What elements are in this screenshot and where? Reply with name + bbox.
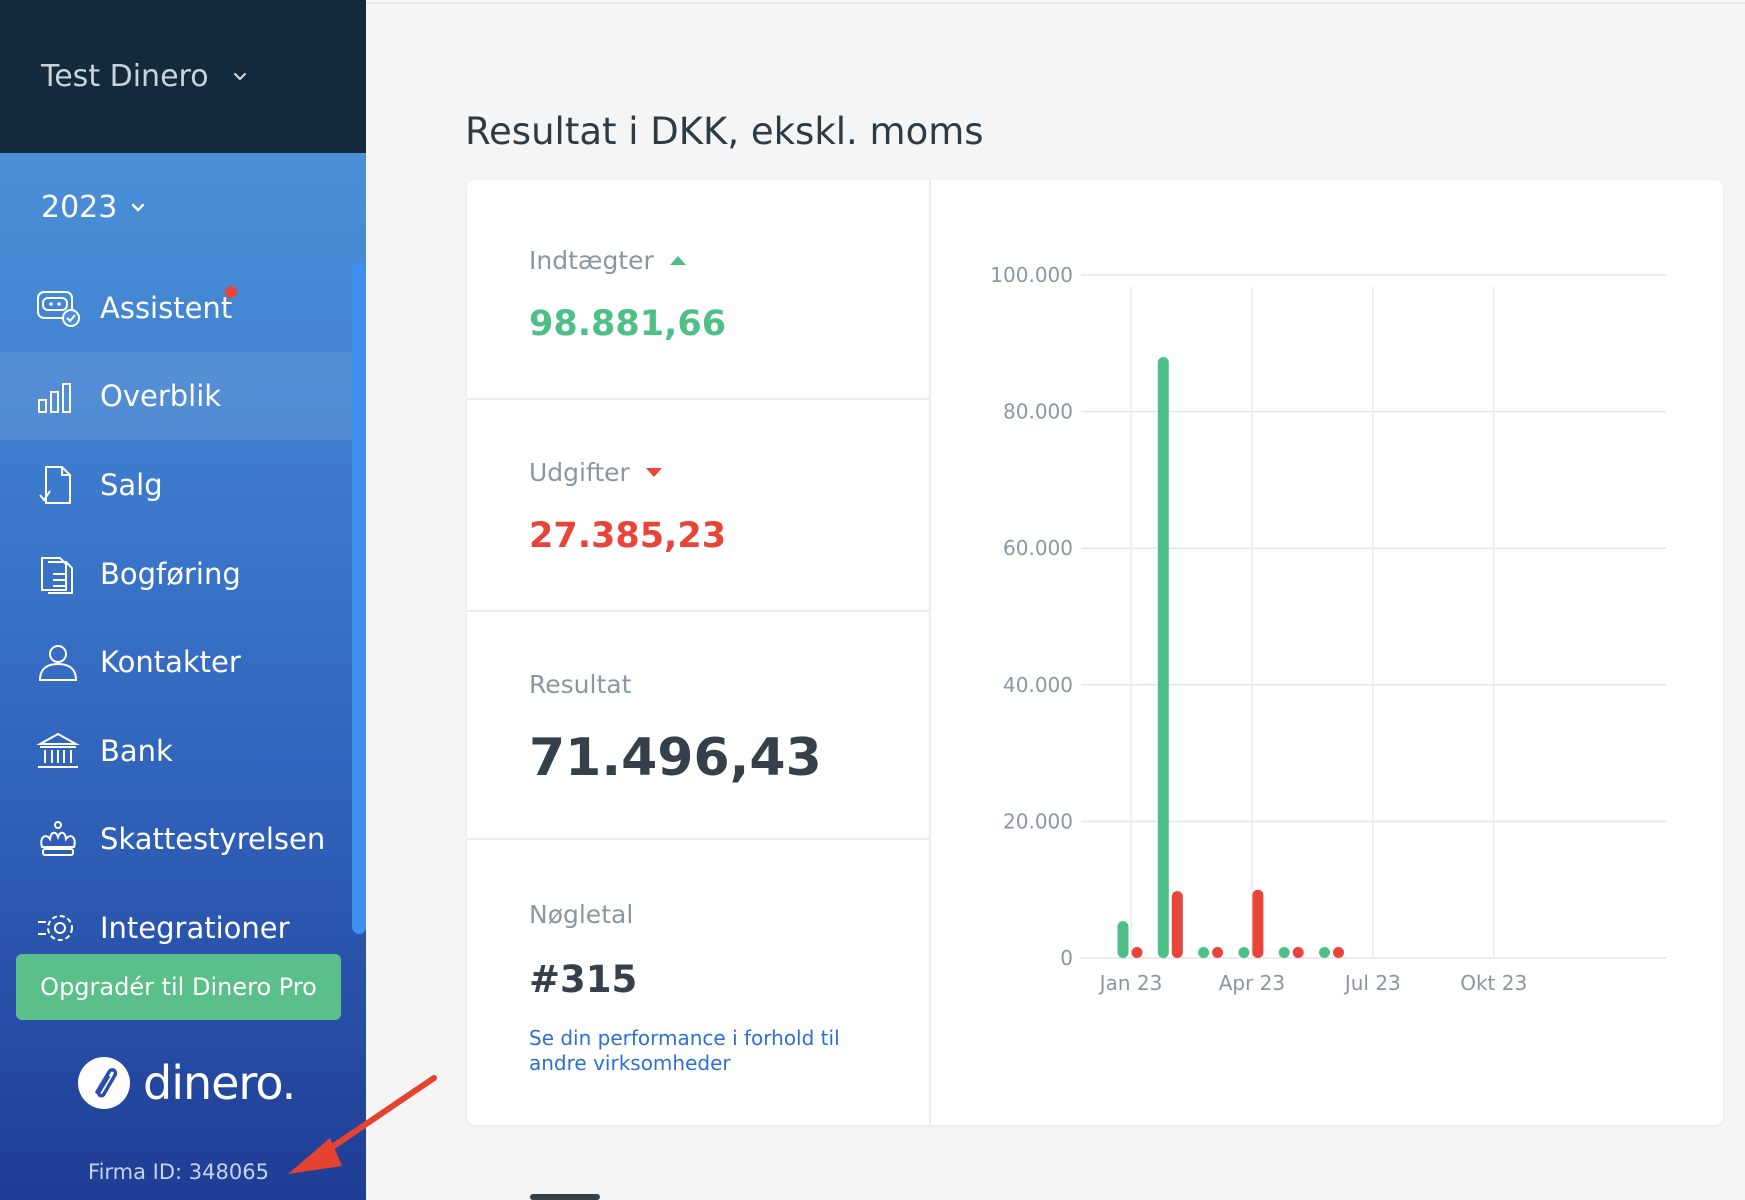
assistant-chat-icon <box>36 288 80 328</box>
kpi-value: #315 <box>529 958 638 1001</box>
sidebar-scrollbar[interactable] <box>352 262 366 934</box>
sidebar-item-overblik[interactable]: Overblik <box>0 352 352 440</box>
sidebar-item-label: Kontakter <box>100 645 241 679</box>
sidebar-item-salg[interactable]: Salg <box>0 441 352 529</box>
expenses-bar <box>1333 947 1344 958</box>
y-tick-label: 0 <box>1060 946 1073 970</box>
person-icon <box>36 642 80 682</box>
sidebar-item-skattestyrelsen[interactable]: Skattestyrelsen <box>0 795 352 883</box>
kpi-label: Nøgletal <box>529 900 634 929</box>
sidebar-item-label: Bank <box>100 734 173 768</box>
sidebar: Test Dinero 2023 Assistent Overblik Salg… <box>0 0 366 1200</box>
stat-divider <box>467 610 929 612</box>
page-title: Resultat i DKK, ekskl. moms <box>465 110 984 153</box>
sidebar-item-integrationer[interactable]: Integrationer <box>0 884 352 972</box>
result-card: Indtægter 98.881,66 Udgifter 27.385,23 R… <box>467 180 1723 1125</box>
chevron-down-icon <box>132 203 145 212</box>
expenses-bar <box>1171 891 1183 958</box>
upgrade-button[interactable]: Opgradér til Dinero Pro <box>16 954 341 1020</box>
sidebar-item-bank[interactable]: Bank <box>0 707 352 795</box>
expenses-bar <box>1212 947 1224 958</box>
dinero-logo-icon <box>78 1057 130 1109</box>
organization-name: Test Dinero <box>41 59 209 94</box>
result-value: 71.496,43 <box>529 728 822 788</box>
income-value: 98.881,66 <box>529 304 727 344</box>
sidebar-item-label: Bogføring <box>100 557 241 591</box>
arrow-down-icon <box>645 468 662 477</box>
dinero-logo: dinero. <box>77 1056 296 1110</box>
stat-divider <box>467 398 929 400</box>
income-label-row: Indtægter <box>529 246 686 275</box>
x-tick-label: Okt 23 <box>1460 971 1527 995</box>
organization-switcher[interactable]: Test Dinero <box>0 0 366 153</box>
income-bar <box>1157 356 1169 958</box>
y-tick-label: 40.000 <box>1003 673 1073 697</box>
sidebar-item-assistent[interactable]: Assistent <box>0 264 352 352</box>
result-label: Resultat <box>529 670 632 699</box>
sidebar-item-label: Assistent <box>100 291 233 325</box>
income-bar <box>1198 947 1210 958</box>
income-bar <box>1319 947 1330 958</box>
ledger-document-icon <box>36 554 80 594</box>
y-tick-label: 60.000 <box>1003 536 1073 560</box>
chevron-down-icon <box>233 72 246 81</box>
income-bar <box>1238 947 1250 958</box>
expenses-value: 27.385,23 <box>529 516 727 556</box>
firm-id: Firma ID: 348065 <box>88 1160 269 1184</box>
annotation-arrow <box>288 1075 437 1174</box>
x-tick-label: Jul 23 <box>1343 971 1401 995</box>
sidebar-item-label: Skattestyrelsen <box>100 822 326 856</box>
sidebar-item-kontakter[interactable]: Kontakter <box>0 618 352 706</box>
expenses-bar <box>1131 947 1143 958</box>
income-label: Indtægter <box>529 246 654 275</box>
y-tick-label: 100.000 <box>990 263 1073 287</box>
document-check-icon <box>36 465 80 505</box>
x-tick-label: Apr 23 <box>1219 971 1285 995</box>
expenses-label: Udgifter <box>529 458 630 487</box>
y-tick-label: 20.000 <box>1003 809 1073 833</box>
x-tick-label: Jan 23 <box>1098 971 1163 995</box>
income-bar <box>1278 947 1290 958</box>
bank-building-icon <box>36 731 80 771</box>
top-divider <box>366 2 1745 4</box>
sidebar-item-label: Overblik <box>100 379 222 413</box>
year-selector[interactable]: 2023 <box>41 190 147 225</box>
sidebar-item-label: Salg <box>100 468 163 502</box>
notification-dot <box>225 286 237 298</box>
result-chart: 0 20.000 40.000 60.000 80.000 100.000 Jan 23 Ap… <box>990 263 1666 995</box>
expenses-bar <box>1292 947 1304 958</box>
expenses-label-row: Udgifter <box>529 458 662 487</box>
bar-chart-icon <box>36 376 80 416</box>
year-label: 2023 <box>41 190 118 225</box>
performance-link[interactable]: Se din performance i forhold til andre v… <box>529 1026 840 1075</box>
expenses-bar <box>1252 889 1264 958</box>
income-bar <box>1117 921 1129 958</box>
kpi-label-row: Nøgletal <box>529 900 633 929</box>
arrow-up-icon <box>669 256 686 265</box>
logo-wordmark: dinero. <box>143 1056 296 1110</box>
sidebar-item-bogfoering[interactable]: Bogføring <box>0 530 352 618</box>
result-label-row: Resultat <box>529 670 631 699</box>
sidebar-item-label: Integrationer <box>100 911 290 945</box>
stat-divider <box>467 838 929 840</box>
next-section-heading-stub <box>530 1194 600 1200</box>
crown-icon <box>36 819 80 859</box>
y-tick-label: 80.000 <box>1003 400 1073 424</box>
card-divider <box>929 180 931 1125</box>
gear-integration-icon <box>36 908 80 948</box>
